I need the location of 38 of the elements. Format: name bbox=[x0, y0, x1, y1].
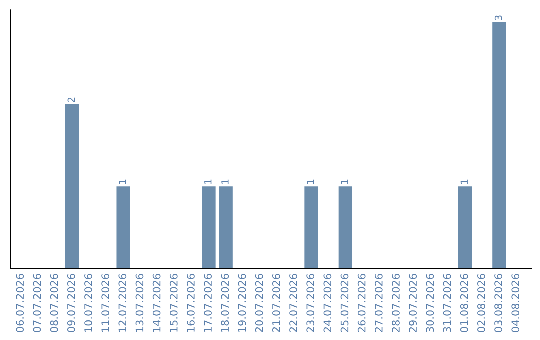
x-tick-label: 20.07.2026 bbox=[255, 274, 264, 332]
x-tick-label: 24.07.2026 bbox=[324, 274, 332, 332]
data-label: 1 bbox=[222, 180, 229, 184]
x-tick-label: 14.07.2026 bbox=[152, 274, 161, 332]
x-tick-label: 04.08.2026 bbox=[512, 274, 520, 332]
data-label: 1 bbox=[341, 180, 348, 184]
x-tick-label: 31.07.2026 bbox=[443, 274, 452, 332]
x-tick-label: 16.07.2026 bbox=[187, 274, 195, 332]
x-tick-label: 01.08.2026 bbox=[460, 274, 468, 332]
x-tick-label: 30.07.2026 bbox=[426, 274, 434, 332]
x-tick-label: 28.07.2026 bbox=[392, 274, 400, 332]
x-tick-label: 23.07.2026 bbox=[306, 274, 315, 332]
data-label: 1 bbox=[119, 180, 126, 184]
x-tick-label: 13.07.2026 bbox=[136, 274, 144, 332]
x-tick-label: 02.08.2026 bbox=[477, 274, 486, 332]
x-tick-label: 10.07.2026 bbox=[84, 274, 92, 332]
x-tick-label: 11.07.2026 bbox=[102, 274, 110, 332]
data-label: 2 bbox=[68, 98, 75, 102]
x-tick-label: 25.07.2026 bbox=[340, 274, 349, 332]
x-tick-label: 08.07.2026 bbox=[50, 274, 58, 332]
x-tick-label: 07.07.2026 bbox=[33, 274, 42, 332]
x-tick-label: 12.07.2026 bbox=[118, 274, 127, 332]
data-label: 3 bbox=[494, 16, 502, 20]
data-label: 1 bbox=[204, 180, 212, 184]
x-tick-label: 09.07.2026 bbox=[67, 274, 76, 332]
x-tick-label: 22.07.2026 bbox=[290, 274, 298, 332]
data-label: 1 bbox=[307, 180, 314, 184]
x-tick-label: 19.07.2026 bbox=[238, 274, 246, 332]
x-tick-label: 26.07.2026 bbox=[358, 274, 366, 332]
x-tick-label: 18.07.2026 bbox=[221, 274, 230, 332]
x-tick-label: 17.07.2026 bbox=[204, 274, 212, 332]
x-tick-label: 15.07.2026 bbox=[170, 274, 178, 332]
data-label: 1 bbox=[460, 180, 468, 184]
x-tick-label: 03.08.2026 bbox=[494, 274, 502, 332]
x-tick-label: 27.07.2026 bbox=[374, 274, 383, 332]
x-tick-label: 06.07.2026 bbox=[16, 274, 24, 332]
x-tick-label: 29.07.2026 bbox=[409, 274, 418, 332]
x-tick-label: 21.07.2026 bbox=[272, 274, 280, 332]
